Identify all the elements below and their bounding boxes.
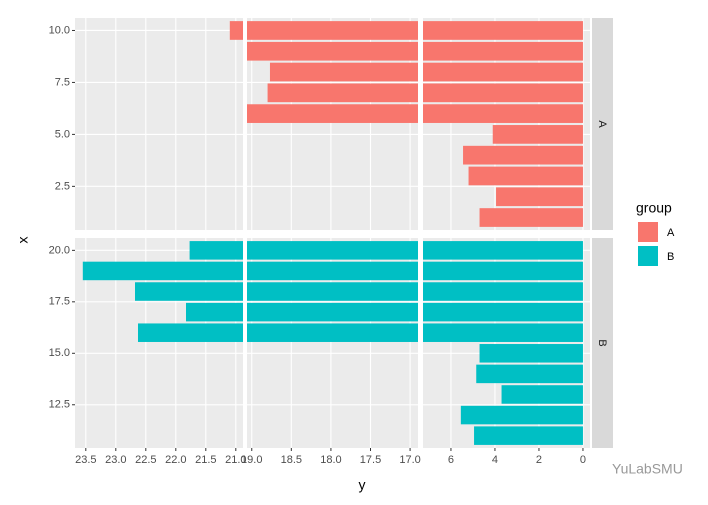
x-tick-label: 23.5 [75,454,96,466]
panel-bg [75,18,243,230]
bar [247,21,418,40]
bar [492,125,583,144]
bar [479,344,583,363]
y-tick-label: 7.5 [55,76,70,88]
bar [423,62,583,82]
x-tick-label: 22.5 [135,454,156,466]
legend-title: group [636,200,672,216]
bar [423,323,583,342]
x-tick-label: 18.0 [320,454,341,466]
bar [501,385,583,404]
bar [468,166,583,186]
y-tick-label: 10.0 [49,24,70,36]
bar [479,208,583,227]
x-tick-label: 21.5 [195,454,216,466]
bar [247,282,418,301]
bar [247,323,418,342]
bar [476,364,583,384]
y-tick-label: 20.0 [49,244,70,256]
bar [247,302,418,322]
legend-key [638,222,658,242]
bar [269,62,418,82]
bar [189,241,243,260]
y-tick-label: 12.5 [49,399,70,411]
strip-label: B [596,339,608,346]
bar [229,21,243,40]
bar [267,83,418,103]
x-axis-title: y [359,477,366,493]
watermark: YuLabSMU [612,461,683,477]
bar [460,405,583,425]
bar [423,104,583,123]
bar [423,302,583,322]
strip [592,18,613,230]
x-tick-label: 19.0 [241,454,262,466]
x-tick-label: 22.0 [165,454,186,466]
strip-label: A [596,120,608,128]
x-tick-label: 17.5 [360,454,381,466]
strip [592,238,613,448]
y-tick-label: 15.0 [49,347,70,359]
x-tick-label: 17.0 [399,454,420,466]
bar [463,145,583,165]
bar [496,187,583,207]
bar [82,261,243,281]
bar [474,426,583,445]
bar [423,83,583,103]
x-tick-label: 23.0 [105,454,126,466]
bar [135,282,243,301]
bar [423,261,583,281]
bar [186,302,243,322]
bar [247,41,418,61]
bar [423,41,583,61]
bar [247,241,418,260]
bar [247,104,418,123]
x-tick-label: 18.5 [281,454,302,466]
legend-key [638,246,658,266]
y-tick-label: 17.5 [49,296,70,308]
y-tick-label: 2.5 [55,180,70,192]
x-tick-label: 2 [536,454,542,466]
y-axis-title: x [15,237,31,244]
y-tick-label: 5.0 [55,128,70,140]
bar [247,261,418,281]
x-tick-label: 6 [448,454,454,466]
x-tick-label: 21.0 [225,454,246,466]
bar [423,21,583,40]
legend-label: A [667,227,675,239]
bar [423,282,583,301]
x-tick-label: 0 [580,454,586,466]
bar [138,323,243,342]
bar [423,241,583,260]
x-tick-label: 4 [492,454,498,466]
legend-label: B [667,251,674,263]
